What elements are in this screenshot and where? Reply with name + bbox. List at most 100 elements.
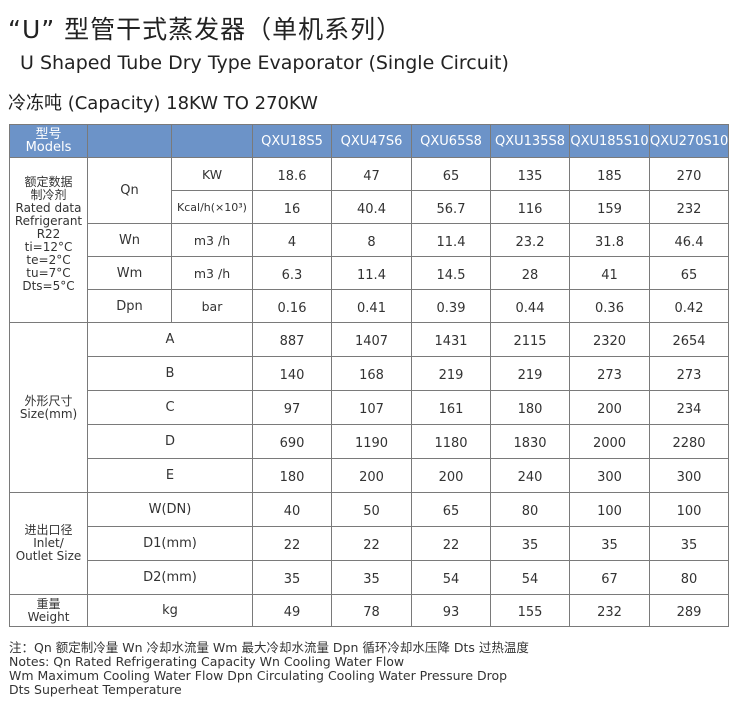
- table-cell: 80: [490, 492, 570, 527]
- table-cell: 65: [649, 256, 729, 290]
- dim-label: E: [87, 458, 253, 493]
- table-cell: 240: [490, 458, 570, 493]
- table-cell: 54: [490, 560, 570, 595]
- table-cell: 0.16: [252, 289, 332, 323]
- size-label-en: Size(mm): [19, 406, 78, 421]
- page-title-cn: “U” 型管干式蒸发器（单机系列）: [8, 15, 403, 44]
- model-header: QXU47S6: [331, 124, 412, 158]
- note-line: Dts Superheat Temperature: [9, 682, 182, 697]
- table-cell: 159: [569, 190, 650, 224]
- model-header: QXU135S8: [490, 124, 570, 158]
- unit-label: KW: [171, 157, 253, 191]
- rated-line: Refrigerant: [14, 214, 83, 228]
- table-cell: 56.7: [411, 190, 491, 224]
- table-cell: 232: [649, 190, 729, 224]
- table-row: C 97 107 161 180 200 234: [10, 390, 729, 425]
- table-cell: 168: [331, 356, 412, 391]
- capacity-subtitle: 冷冻吨 (Capacity) 18KW TO 270KW: [8, 93, 318, 114]
- table-cell: 180: [252, 458, 332, 493]
- table-cell: 49: [252, 594, 332, 627]
- table-cell: 273: [649, 356, 729, 391]
- table-cell: 180: [490, 390, 570, 425]
- weight-label-cn: 重量: [36, 596, 61, 611]
- table-cell: 155: [490, 594, 570, 627]
- note-line: Wm Maximum Cooling Water Flow Dpn Circul…: [9, 668, 508, 683]
- rated-line: R22: [36, 227, 61, 241]
- table-cell: 273: [569, 356, 650, 391]
- io-label: D2(mm): [87, 560, 253, 595]
- table-cell: 200: [569, 390, 650, 425]
- model-header: QXU270S10: [649, 124, 729, 158]
- table-cell: 78: [331, 594, 412, 627]
- unit-label: Kcal/h(×10³): [171, 190, 253, 224]
- table-row: Dpn bar 0.16 0.41 0.39 0.44 0.36 0.42: [10, 289, 729, 323]
- io-label-en: Outlet Size: [15, 549, 82, 563]
- table-header: 型号 Models QXU18S5 QXU47S6 QXU65S8 QXU135…: [9, 124, 729, 158]
- table-cell: 2280: [649, 424, 729, 459]
- models-label-en: Models: [25, 140, 72, 155]
- dim-label: A: [87, 322, 253, 357]
- spec-table: 型号 Models QXU18S5 QXU47S6 QXU65S8 QXU135…: [9, 124, 729, 627]
- io-group-label: 进出口径 Inlet/ Outlet Size: [9, 492, 88, 595]
- table-cell: 65: [411, 157, 491, 191]
- table-cell: 0.41: [331, 289, 412, 323]
- table-body: 额定数据 制冷剂 Rated data Refrigerant R22 ti=1…: [9, 157, 729, 627]
- models-header-cell: 型号 Models: [9, 124, 88, 158]
- table-cell: 6.3: [252, 256, 332, 290]
- param-label-qn: Qn: [87, 157, 172, 224]
- rated-line: Rated data: [15, 201, 82, 215]
- table-cell: 11.4: [411, 223, 491, 257]
- table-cell: 40.4: [331, 190, 412, 224]
- table-cell: 35: [490, 526, 570, 561]
- table-cell: 80: [649, 560, 729, 595]
- table-cell: 4: [252, 223, 332, 257]
- table-cell: 100: [649, 492, 729, 527]
- table-cell: 46.4: [649, 223, 729, 257]
- note-line: 注：Qn 额定制冷量 Wn 冷却水流量 Wm 最大冷却水流量 Dpn 循环冷却水…: [9, 640, 529, 655]
- table-cell: 14.5: [411, 256, 491, 290]
- table-cell: 16: [252, 190, 332, 224]
- table-row: Wn m3 /h 4 8 11.4 23.2 31.8 46.4: [10, 223, 729, 257]
- table-row: 额定数据 制冷剂 Rated data Refrigerant R22 ti=1…: [9, 157, 729, 323]
- table-cell: 300: [649, 458, 729, 493]
- table-cell: 0.36: [569, 289, 650, 323]
- rated-line: 额定数据: [24, 175, 73, 189]
- table-cell: 67: [569, 560, 650, 595]
- unit-label: bar: [171, 289, 253, 323]
- table-row: 外形尺寸 Size(mm) A 887 1407 1431 2115 2320 …: [9, 322, 729, 493]
- unit-label: m3 /h: [171, 256, 253, 290]
- size-label-cn: 外形尺寸: [24, 393, 73, 408]
- table-row: D 690 1190 1180 1830 2000 2280: [10, 424, 729, 459]
- size-group-label: 外形尺寸 Size(mm): [9, 322, 88, 493]
- table-cell: 289: [649, 594, 729, 627]
- rated-line: te=2°C: [26, 253, 71, 267]
- table-cell: 54: [411, 560, 491, 595]
- table-cell: 11.4: [331, 256, 412, 290]
- header-blank-cell: [171, 124, 253, 158]
- table-cell: 35: [569, 526, 650, 561]
- table-cell: 40: [252, 492, 332, 527]
- table-row: 进出口径 Inlet/ Outlet Size W(DN) 40 50 65 8…: [9, 492, 729, 595]
- table-cell: 1431: [411, 322, 491, 357]
- page-title-en: U Shaped Tube Dry Type Evaporator (Singl…: [20, 52, 509, 74]
- model-header: QXU185S10: [569, 124, 650, 158]
- table-cell: 0.44: [490, 289, 570, 323]
- table-cell: 35: [252, 560, 332, 595]
- table-row: 重量 Weight kg 49 78 93 155 232 289: [9, 594, 729, 627]
- table-cell: 232: [569, 594, 650, 627]
- table-cell: 97: [252, 390, 332, 425]
- weight-unit-label: kg: [87, 594, 253, 627]
- dim-label: B: [87, 356, 253, 391]
- table-row: Kcal/h(×10³) 16 40.4 56.7 116 159 232: [10, 190, 729, 224]
- table-cell: 93: [411, 594, 491, 627]
- notes-block: 注：Qn 额定制冷量 Wn 冷却水流量 Wm 最大冷却水流量 Dpn 循环冷却水…: [9, 641, 529, 697]
- table-cell: 140: [252, 356, 332, 391]
- io-label: D1(mm): [87, 526, 253, 561]
- weight-label-en: Weight: [27, 609, 70, 624]
- header-blank-cell: [87, 124, 172, 158]
- param-label-wm: Wm: [87, 256, 172, 290]
- rated-line: 制冷剂: [30, 188, 67, 202]
- weight-group-label: 重量 Weight: [9, 594, 88, 627]
- table-cell: 690: [252, 424, 332, 459]
- table-cell: 107: [331, 390, 412, 425]
